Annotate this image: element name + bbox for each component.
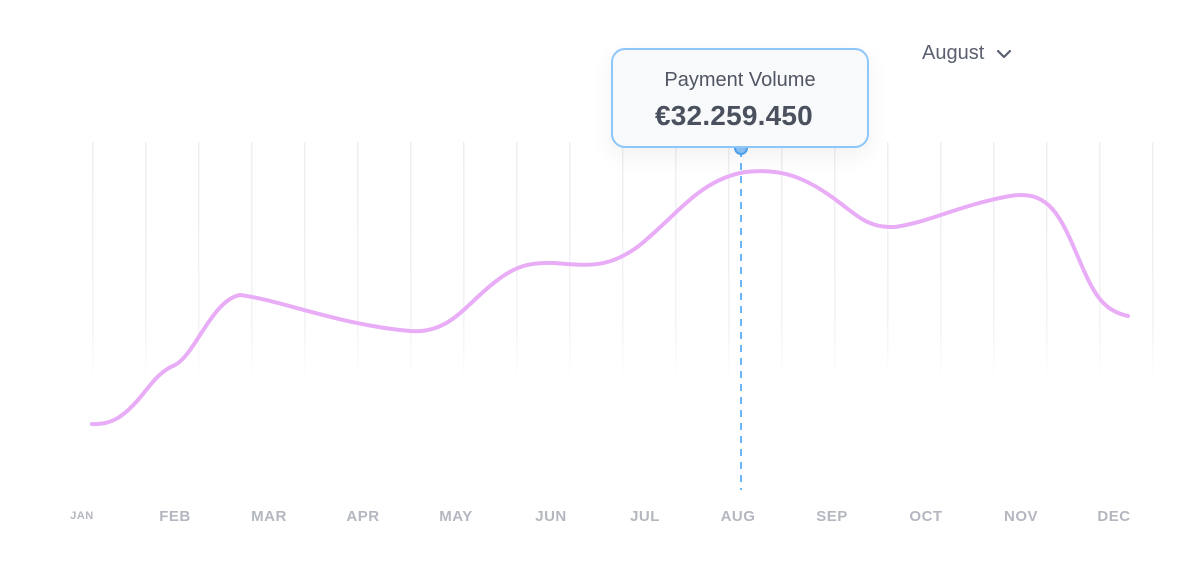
x-label-jan: JAN bbox=[70, 510, 94, 522]
x-label-jun: JUN bbox=[535, 508, 567, 525]
x-label-oct: OCT bbox=[909, 508, 943, 525]
payment-volume-line[interactable] bbox=[90, 169, 1130, 427]
tooltip-value: €32.259.450 bbox=[655, 100, 813, 131]
x-label-sep: SEP bbox=[816, 508, 848, 525]
grid-lines bbox=[92, 142, 1154, 382]
month-selector[interactable]: August bbox=[922, 42, 1012, 65]
x-label-feb: FEB bbox=[159, 508, 191, 525]
x-label-jul: JUL bbox=[630, 508, 660, 525]
tooltip: Payment Volume €32.259.450 bbox=[611, 48, 869, 148]
x-label-dec: DEC bbox=[1097, 508, 1131, 525]
x-axis: JAN FEB MAR APR MAY JUN JUL AUG SEP OCT … bbox=[0, 508, 1200, 528]
x-label-may: MAY bbox=[439, 508, 473, 525]
tooltip-title: Payment Volume bbox=[664, 69, 816, 91]
x-label-apr: APR bbox=[346, 508, 380, 525]
chevron-down-icon bbox=[997, 49, 1012, 58]
x-label-aug: AUG bbox=[720, 508, 756, 525]
x-label-nov: NOV bbox=[1003, 508, 1039, 525]
month-selector-value: August bbox=[922, 42, 985, 64]
x-label-mar: MAR bbox=[251, 508, 287, 525]
